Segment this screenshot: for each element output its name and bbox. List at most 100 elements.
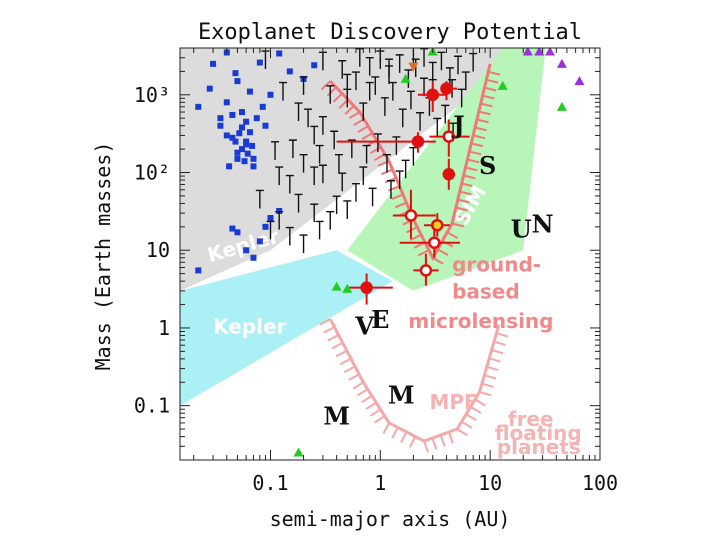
transit-planets-point-24 [253, 115, 260, 122]
timing-planets-point-5 [497, 80, 508, 90]
transit-planets-point-21 [246, 129, 253, 136]
rv-planets-point-52 [332, 195, 341, 215]
rv-planets-point-26 [441, 104, 450, 124]
rv-planets-point-3 [365, 56, 374, 76]
transit-planets-point-44 [229, 225, 236, 232]
region-label-5: microlensing [408, 309, 553, 333]
timing-planets-point-0 [331, 281, 342, 291]
solar-planet-0: M [323, 402, 350, 431]
rv-planets-point-11 [437, 51, 446, 71]
transit-planets-point-26 [259, 103, 266, 110]
y-tick-label-3: 10² [134, 161, 170, 185]
solar-planet-5: S [479, 151, 496, 180]
direct-imaging-point-4 [574, 76, 585, 86]
transit-planets-point-40 [243, 247, 250, 254]
microlensing-planets-point-7-marker [411, 135, 425, 148]
plot-area: KeplerKeplerSIMground-basedmicrolensingM… [180, 48, 585, 459]
rv-planets-point-46 [326, 210, 335, 230]
rv-planets-point-68 [279, 81, 288, 101]
rv-planets-point-44 [294, 193, 303, 213]
direct-imaging-point-2 [544, 48, 555, 56]
transit-planets-point-27 [262, 122, 269, 129]
rv-planets-point-29 [330, 130, 339, 150]
transit-planets-point-0 [195, 267, 202, 274]
transit-planets-point-13 [236, 130, 243, 137]
transit-planets-point-41 [250, 254, 257, 261]
direct-imaging-point-3 [556, 58, 567, 68]
rv-planets-point-49 [285, 226, 294, 246]
direct-imaging-point-1 [534, 48, 545, 56]
rv-planets-point-2 [355, 48, 364, 67]
transit-planets-point-12 [234, 155, 241, 162]
rv-planets-point-74 [457, 88, 466, 108]
sensitivity-curves [319, 63, 509, 453]
microlensing-planets-point-0 [347, 273, 393, 305]
rv-planets-point-60 [351, 71, 360, 91]
microlensing-planets-point-8 [417, 81, 447, 113]
rv-planets-point-28 [310, 125, 319, 145]
microlensing-planets-point-4 [392, 189, 436, 239]
solar-planet-2: E [371, 305, 389, 334]
x-axis-label: semi-major axis (AU) [270, 507, 511, 531]
rv-planets-point-48 [275, 210, 284, 230]
transit-planets-point-2 [206, 85, 213, 92]
transit-planets-point-5 [223, 99, 230, 106]
axes: 0.1 1 10 100 0.1 1 10 10² 10³ [134, 47, 618, 495]
microlensing-planets-point-8-marker [426, 88, 439, 102]
rv-planets-point-20 [388, 81, 397, 101]
chart-title: Exoplanet Discovery Potential [198, 20, 582, 45]
rv-planets-point-1 [338, 60, 347, 79]
rv-planets-point-40 [351, 182, 360, 202]
rv-planets-point-79 [343, 73, 352, 93]
transit-planets-point-32 [311, 62, 318, 69]
rv-planets-point-36 [409, 146, 418, 166]
rv-planets-point-18 [371, 76, 380, 95]
rv-planets-point-58 [299, 76, 308, 95]
rv-planets-point-37 [299, 153, 308, 173]
direct-imaging-point-0 [522, 48, 533, 56]
curve-hatch-mpf-sensitivity [319, 318, 509, 453]
microlensing-planets-point-0-marker [360, 281, 373, 294]
transit-planets-point-19 [244, 150, 251, 157]
microlensing-planets-point-5-marker [442, 167, 456, 181]
rv-planets-point-70 [271, 141, 280, 160]
rv-planets-point-13 [454, 55, 463, 75]
rv-planets-point-14 [461, 71, 470, 91]
rv-planets-point-25 [433, 117, 442, 137]
microlensing-planets-point-2 [399, 226, 460, 258]
microlensing-planets-point-2-marker [428, 236, 441, 249]
microlensing-planets-point-9-marker [440, 82, 453, 95]
transit-planets-point-23 [250, 155, 257, 162]
microlensing-planets-point-9 [440, 81, 458, 101]
rv-planets-point-12 [445, 67, 454, 86]
rv-planets-point-66 [315, 144, 324, 164]
timing-planets-point-2 [293, 447, 304, 457]
transit-planets-point-7 [226, 163, 233, 170]
transit-planets-point-45 [262, 223, 269, 230]
region-label-3: ground- [452, 253, 541, 277]
transit-planets-point-37 [229, 134, 236, 141]
rv-planets-point-39 [338, 172, 347, 192]
solar-planet-3: M [388, 380, 415, 409]
x-tick-label-1: 1 [374, 471, 386, 495]
rv-planets-point-35 [401, 159, 410, 179]
y-tick-label-0: 0.1 [134, 394, 170, 418]
rv-planets-point-78 [365, 81, 374, 101]
y-axis-label: Mass (Earth masses) [91, 142, 115, 371]
rv-planets-point-19 [380, 97, 389, 116]
transit-planets-point-28 [267, 91, 274, 98]
solar-planet-1: V [354, 312, 374, 341]
rv-planets-point-22 [406, 90, 415, 110]
transit-planets-point-3 [217, 115, 224, 122]
timing-planets-point-6 [556, 101, 567, 111]
rv-planets-point-67 [294, 102, 303, 122]
region-label-9: planets [497, 435, 581, 459]
rv-planets-point-42 [386, 180, 395, 199]
rv-planets-point-51 [315, 220, 324, 240]
rv-planets-point-45 [310, 203, 319, 223]
rv-planets-point-10 [428, 61, 437, 81]
rv-planets-point-72 [359, 166, 368, 186]
solar-system-labels: M VE M JS U N [323, 110, 553, 430]
rv-planets-point-30 [347, 139, 356, 159]
